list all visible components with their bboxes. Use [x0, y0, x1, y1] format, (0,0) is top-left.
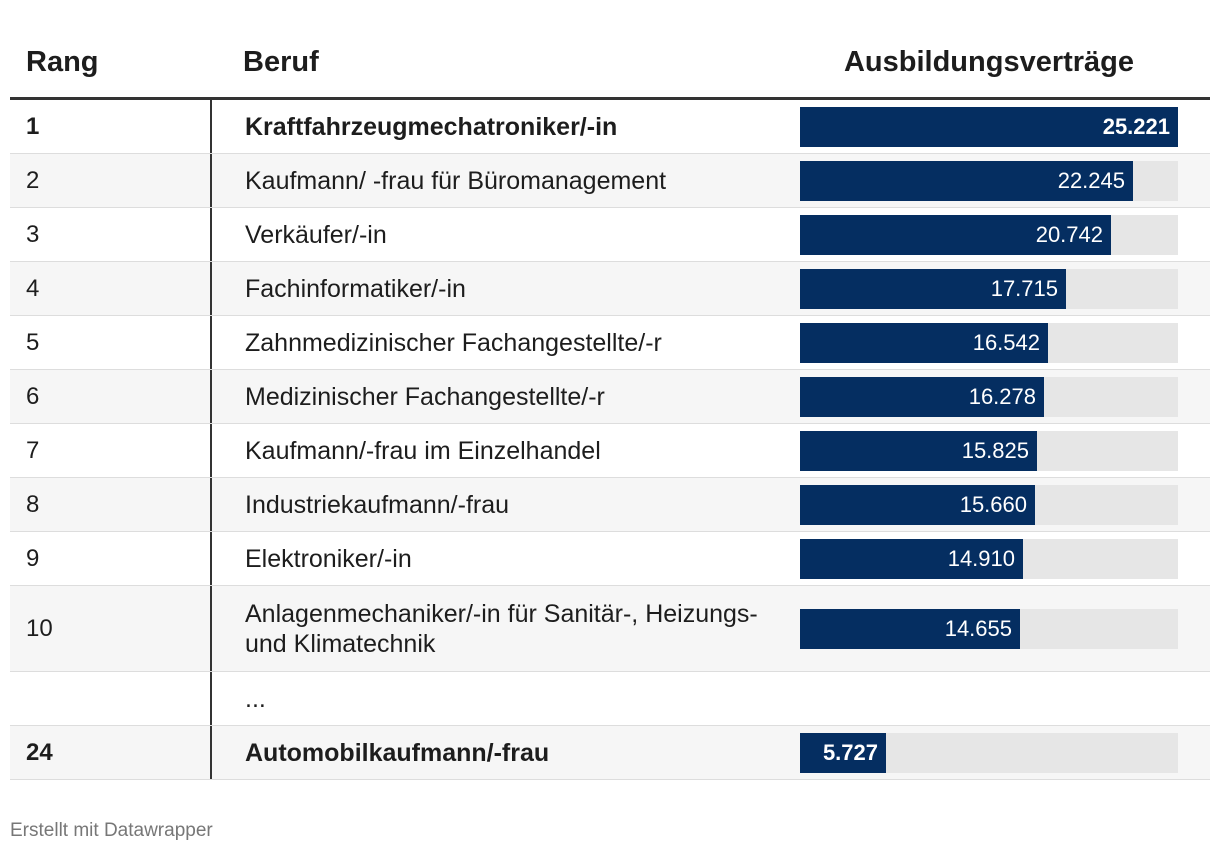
- beruf-cell: Medizinischer Fachangestellte/-r: [245, 382, 605, 411]
- beruf-cell: Kraftfahrzeugmechatroniker/-in: [245, 112, 618, 141]
- bar-fill: [800, 430, 1037, 471]
- table-row: 4 Fachinformatiker/-in 17.715: [10, 262, 1210, 316]
- beruf-cell: Fachinformatiker/-in: [245, 274, 466, 303]
- table-row: 7 Kaufmann/-frau im Einzelhandel 15.825: [10, 424, 1210, 478]
- bar-track: 22.245: [800, 160, 1178, 201]
- bar-value-label: 16.542: [972, 329, 1040, 355]
- beruf-cell: Kaufmann/-frau im Einzelhandel: [245, 436, 601, 465]
- beruf-cell: Elektroniker/-in: [245, 544, 412, 573]
- bar-value-label: 22.245: [1057, 167, 1125, 193]
- bar-track: 16.278: [800, 376, 1178, 417]
- rang-cell: 7: [26, 436, 40, 464]
- datawrapper-credit[interactable]: Erstellt mit Datawrapper: [10, 820, 213, 841]
- table-row: 5 Zahnmedizinischer Fachangestellte/-r 16.…: [10, 316, 1210, 370]
- column-divider: [210, 726, 212, 779]
- bar-value-label: 14.910: [947, 545, 1015, 571]
- beruf-cell: Automobilkaufmann/-frau: [245, 738, 550, 767]
- bar-track: 14.655: [800, 608, 1178, 649]
- column-divider: [210, 316, 212, 369]
- bar-value-label: 20.742: [1035, 221, 1103, 247]
- table-row: 10 Anlagenmechaniker/-in für Sanitär-, He…: [10, 586, 1210, 672]
- bar-value-label: 17.715: [990, 275, 1058, 301]
- beruf-cell: Kaufmann/ -frau für Büromanagement: [245, 166, 667, 195]
- rang-cell: 9: [26, 544, 40, 572]
- beruf-cell: Zahnmedizinischer Fachangestellte/-r: [245, 328, 662, 357]
- table-row: 9 Elektroniker/-in 14.910: [10, 532, 1210, 586]
- bar-value-label: 16.278: [968, 383, 1036, 409]
- rang-cell: 4: [26, 274, 40, 302]
- bar-fill: [800, 106, 1178, 147]
- table-row: 1 Kraftfahrzeugmechatroniker/-in 25.221: [10, 100, 1210, 154]
- bar-track: 15.825: [800, 430, 1178, 471]
- beruf-cell: Industriekaufmann/-frau: [245, 490, 510, 519]
- bar-track: 25.221: [800, 106, 1178, 147]
- table-row: 3 Verkäufer/-in 20.742: [10, 208, 1210, 262]
- bar-fill: [800, 608, 1020, 649]
- bar-fill: [800, 322, 1048, 363]
- beruf-cell: Anlagenmechaniker/-in für Sanitär-, Heiz…: [245, 599, 758, 658]
- rang-cell: 24: [26, 738, 53, 766]
- table-row: ...: [10, 672, 1210, 726]
- table-header: Rang Beruf Ausbildungsverträge: [10, 0, 1210, 100]
- bar-value-label: 5.727: [822, 739, 878, 765]
- column-divider: [210, 154, 212, 207]
- beruf-cell: ...: [245, 684, 266, 713]
- column-divider: [210, 424, 212, 477]
- column-divider: [210, 208, 212, 261]
- table-row: 24 Automobilkaufmann/-frau 5.727: [10, 726, 1210, 780]
- rang-cell: 1: [26, 112, 40, 140]
- bar-track: 15.660: [800, 484, 1178, 525]
- column-divider: [210, 262, 212, 315]
- rang-cell: 5: [26, 328, 40, 356]
- bar-track: 14.910: [800, 538, 1178, 579]
- column-divider: [210, 532, 212, 585]
- bar-fill: [800, 484, 1035, 525]
- bar-track: 5.727: [800, 732, 1178, 773]
- header-ausbildungsvertraege: Ausbildungsverträge: [843, 46, 1135, 78]
- bar-fill: [800, 268, 1066, 309]
- bar-fill: [800, 214, 1111, 255]
- header-rang: Rang: [26, 46, 99, 78]
- rang-cell: 6: [26, 382, 40, 410]
- column-divider: [210, 586, 212, 671]
- bar-value-label: 15.825: [961, 437, 1029, 463]
- rang-cell: 3: [26, 220, 40, 248]
- bar-value-label: 14.655: [944, 615, 1012, 641]
- column-divider: [210, 672, 212, 725]
- bar-fill: [800, 160, 1133, 201]
- table-row: 2 Kaufmann/ -frau für Büromanagement 22.24…: [10, 154, 1210, 208]
- rang-cell: 8: [26, 490, 40, 518]
- rang-cell: 2: [26, 166, 40, 194]
- bar-fill: [800, 376, 1044, 417]
- table-row: 6 Medizinischer Fachangestellte/-r 16.278: [10, 370, 1210, 424]
- column-divider: [210, 370, 212, 423]
- bar-value-label: 15.660: [959, 491, 1027, 517]
- column-divider: [210, 478, 212, 531]
- datawrapper-table: Rang Beruf Ausbildungsverträge 1 Kraftfah…: [10, 0, 1210, 780]
- bar-track: 20.742: [800, 214, 1178, 255]
- table-body: 1 Kraftfahrzeugmechatroniker/-in 25.221 2 Ka…: [10, 100, 1210, 780]
- header-beruf: Beruf: [243, 46, 319, 78]
- bar-fill: [800, 732, 886, 773]
- column-divider: [210, 100, 212, 153]
- rang-cell: 10: [26, 614, 53, 642]
- bar-fill: [800, 538, 1023, 579]
- table-row: 8 Industriekaufmann/-frau 15.660: [10, 478, 1210, 532]
- beruf-cell: Verkäufer/-in: [245, 220, 387, 249]
- bar-value-label: 25.221: [1102, 113, 1170, 139]
- bar-track: 16.542: [800, 322, 1178, 363]
- bar-track: 17.715: [800, 268, 1178, 309]
